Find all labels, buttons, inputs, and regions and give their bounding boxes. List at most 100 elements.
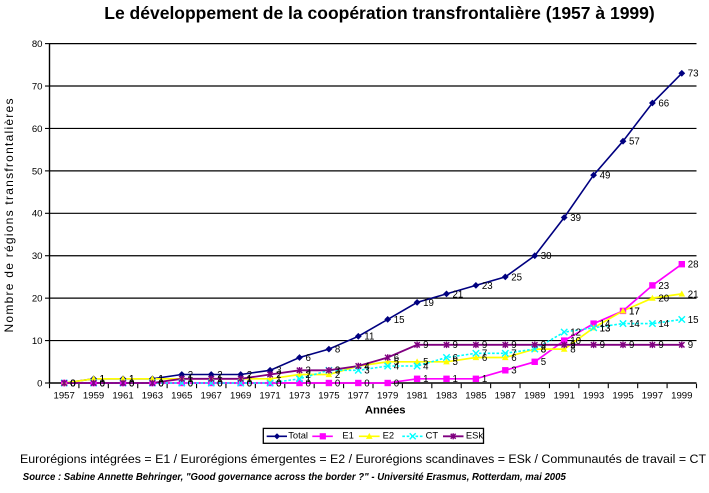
svg-text:19: 19 [423,298,434,309]
svg-text:1993: 1993 [583,390,604,401]
svg-text:0: 0 [217,378,223,389]
svg-text:CT: CT [426,429,439,440]
svg-text:1: 1 [423,374,428,385]
svg-text:0: 0 [37,378,42,389]
svg-text:0: 0 [70,378,76,389]
svg-text:14: 14 [658,319,669,330]
svg-text:28: 28 [688,260,699,271]
svg-text:23: 23 [482,281,493,292]
svg-text:Eurorégions intégrées = E1 / E: Eurorégions intégrées = E1 / Eurorégions… [20,452,707,466]
svg-text:1: 1 [100,374,105,385]
svg-text:40: 40 [32,209,43,220]
svg-text:9: 9 [658,340,663,351]
svg-text:0: 0 [247,378,253,389]
svg-text:1: 1 [217,374,222,385]
svg-text:3: 3 [335,366,340,377]
svg-text:80: 80 [32,39,43,50]
svg-text:1999: 1999 [671,390,692,401]
svg-text:7: 7 [511,349,516,360]
svg-text:20: 20 [658,294,669,305]
svg-text:1: 1 [129,374,134,385]
svg-text:0: 0 [364,378,370,389]
svg-text:2: 2 [188,370,193,381]
svg-text:66: 66 [658,98,669,109]
svg-text:9: 9 [482,340,487,351]
svg-text:30: 30 [32,251,43,262]
svg-text:6: 6 [511,353,516,364]
svg-text:1981: 1981 [406,390,427,401]
svg-text:3: 3 [335,366,340,377]
svg-text:E2: E2 [383,429,394,440]
svg-text:70: 70 [32,81,43,92]
svg-text:3: 3 [276,366,281,377]
svg-text:0: 0 [335,378,341,389]
svg-text:30: 30 [541,251,552,262]
svg-text:Source : Sabine Annette Behrin: Source : Sabine Annette Behringer, "Good… [23,471,566,483]
svg-text:5: 5 [453,357,458,368]
svg-text:8: 8 [335,344,340,355]
svg-text:9: 9 [600,340,605,351]
svg-text:7: 7 [482,349,487,360]
svg-text:0: 0 [158,378,164,389]
svg-text:12: 12 [570,327,581,338]
svg-text:14: 14 [600,319,611,330]
svg-text:1975: 1975 [318,390,339,401]
svg-text:1: 1 [158,374,163,385]
svg-text:0: 0 [217,378,223,389]
svg-text:23: 23 [658,281,669,292]
svg-text:20: 20 [32,294,43,305]
svg-text:15: 15 [394,315,405,326]
svg-text:50: 50 [32,166,43,177]
svg-text:1987: 1987 [495,390,516,401]
svg-text:9: 9 [541,340,546,351]
svg-text:0: 0 [70,378,76,389]
svg-text:1963: 1963 [142,390,163,401]
svg-text:Nombre de régions transfrontal: Nombre de régions transfrontalières [2,99,16,333]
svg-text:0: 0 [100,378,106,389]
svg-text:39: 39 [570,213,581,224]
svg-text:6: 6 [482,353,487,364]
svg-text:3: 3 [364,366,369,377]
svg-text:13: 13 [600,323,611,334]
svg-text:5: 5 [541,357,546,368]
svg-text:1: 1 [482,374,487,385]
svg-text:1: 1 [129,374,134,385]
svg-text:4: 4 [364,361,370,372]
svg-text:15: 15 [688,315,699,326]
svg-text:1979: 1979 [377,390,398,401]
svg-text:1971: 1971 [259,390,280,401]
svg-text:8: 8 [541,344,546,355]
svg-text:0: 0 [276,378,282,389]
svg-text:3: 3 [511,366,516,377]
svg-text:0: 0 [188,378,194,389]
svg-text:13: 13 [600,323,611,334]
svg-text:0: 0 [100,378,106,389]
svg-text:0: 0 [129,378,135,389]
svg-text:3: 3 [306,366,311,377]
svg-text:1961: 1961 [112,390,133,401]
svg-text:0: 0 [129,378,135,389]
svg-text:1969: 1969 [230,390,251,401]
svg-text:49: 49 [600,171,611,182]
svg-text:5: 5 [394,357,399,368]
svg-text:14: 14 [629,319,640,330]
svg-text:1: 1 [247,374,252,385]
svg-text:1: 1 [188,374,193,385]
svg-text:11: 11 [364,332,374,343]
svg-text:5: 5 [423,357,428,368]
svg-text:Le développement de la coopéra: Le développement de la coopération trans… [104,3,654,23]
svg-text:1: 1 [217,374,222,385]
svg-text:1965: 1965 [171,390,192,401]
svg-text:17: 17 [629,306,640,317]
svg-text:9: 9 [453,340,458,351]
svg-text:1: 1 [453,374,458,385]
svg-text:1997: 1997 [642,390,663,401]
svg-text:60: 60 [32,124,43,135]
svg-text:1983: 1983 [436,390,457,401]
svg-text:0: 0 [306,378,312,389]
svg-text:0: 0 [70,378,76,389]
svg-text:25: 25 [511,272,522,283]
svg-text:1: 1 [100,374,105,385]
svg-text:1: 1 [188,374,193,385]
svg-text:2: 2 [335,370,340,381]
